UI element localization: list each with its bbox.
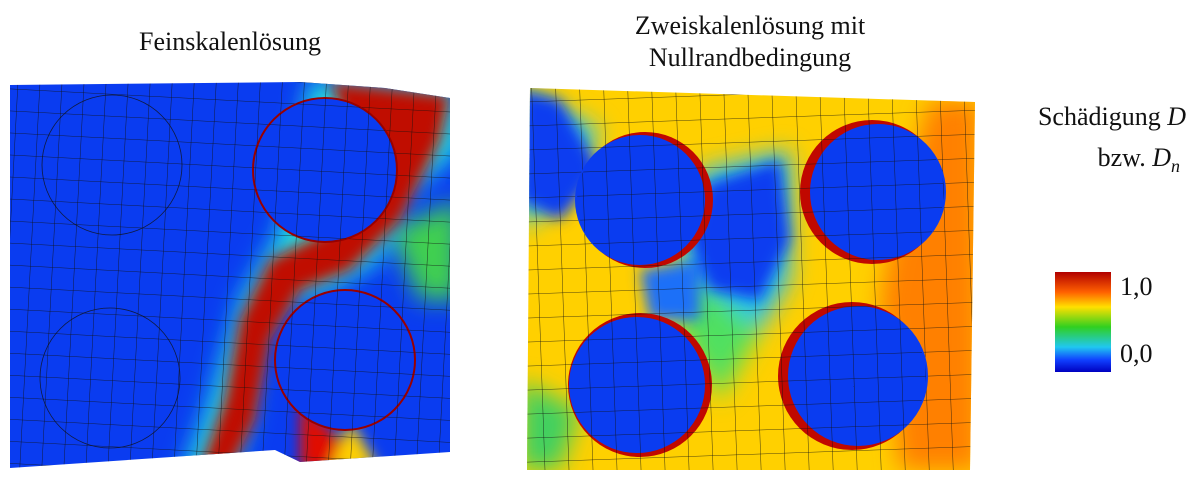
subscript: n: [1171, 156, 1180, 176]
colorbar-tick-label: 0,0: [1120, 339, 1153, 368]
colorbar-title: Schädigung D: [1038, 102, 1186, 131]
colorbar-tick-label: 1,0: [1120, 272, 1153, 301]
colorbar: [1055, 272, 1111, 372]
colorbar-subtitle: bzw. Dn: [1098, 143, 1180, 176]
fine-scale-mesh: [10, 82, 450, 468]
label: Schädigung: [1038, 102, 1161, 131]
symbol: D: [1151, 143, 1171, 172]
connector: bzw.: [1098, 143, 1146, 172]
panel-title: Feinskalenlösung: [139, 27, 321, 56]
two-scale-mesh: [527, 88, 975, 470]
panel-title: Nullrandbedingung: [649, 43, 851, 72]
symbol: D: [1166, 102, 1186, 131]
panel-title: Zweiskalenlösung mit: [635, 11, 866, 40]
